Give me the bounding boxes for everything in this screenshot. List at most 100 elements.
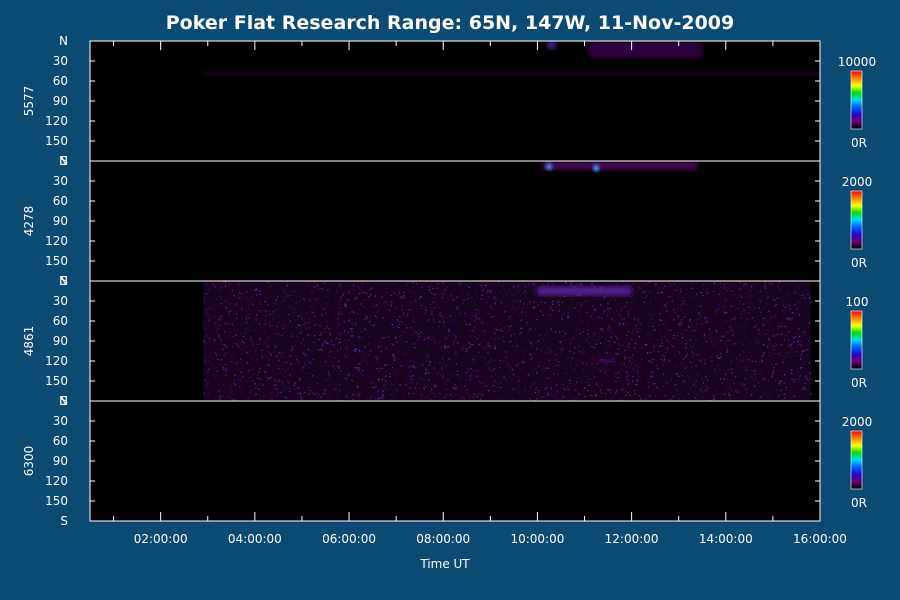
noise-pixel [442, 291, 444, 294]
noise-pixel [204, 361, 207, 363]
noise-pixel [419, 399, 421, 401]
noise-pixel [541, 396, 544, 398]
noise-pixel [229, 332, 231, 334]
noise-pixel [494, 338, 496, 340]
noise-pixel [801, 392, 803, 395]
noise-pixel [207, 360, 210, 362]
noise-pixel [774, 353, 776, 355]
noise-pixel [585, 352, 587, 354]
noise-pixel [666, 352, 668, 354]
noise-pixel [681, 375, 683, 377]
noise-pixel [277, 358, 279, 360]
noise-pixel [750, 285, 753, 288]
noise-pixel [658, 388, 660, 390]
noise-pixel [396, 341, 398, 343]
noise-pixel [629, 367, 631, 369]
noise-pixel [620, 308, 622, 310]
noise-pixel [758, 329, 760, 331]
noise-pixel [610, 336, 612, 338]
noise-pixel [501, 389, 503, 391]
noise-pixel [704, 317, 706, 320]
noise-pixel [478, 351, 480, 353]
noise-pixel [744, 335, 746, 337]
noise-pixel [231, 324, 234, 326]
noise-pixel [634, 365, 636, 367]
noise-pixel [569, 379, 571, 381]
noise-pixel [487, 370, 489, 372]
noise-pixel [384, 337, 386, 339]
noise-pixel [298, 387, 300, 389]
noise-pixel [274, 388, 276, 390]
noise-pixel [794, 303, 796, 306]
noise-pixel [215, 304, 217, 306]
noise-pixel [737, 307, 739, 309]
noise-pixel [721, 382, 723, 384]
noise-pixel [677, 286, 679, 288]
noise-pixel [606, 316, 608, 318]
noise-pixel [412, 392, 414, 394]
panel-label: 4278 [22, 206, 36, 237]
noise-pixel [777, 286, 779, 288]
noise-pixel [348, 292, 350, 294]
noise-pixel [263, 343, 265, 345]
noise-pixel [679, 304, 682, 306]
noise-pixel [516, 345, 518, 347]
noise-pixel [565, 368, 567, 370]
noise-pixel [218, 334, 220, 336]
noise-pixel [725, 300, 727, 302]
noise-pixel [431, 332, 433, 334]
noise-pixel [669, 296, 671, 298]
noise-pixel [282, 327, 284, 329]
noise-pixel [591, 372, 593, 374]
noise-pixel [449, 315, 451, 317]
noise-pixel [650, 383, 652, 385]
noise-pixel [421, 395, 423, 397]
noise-pixel [472, 359, 474, 361]
noise-pixel [488, 345, 490, 347]
noise-pixel [745, 369, 747, 371]
noise-pixel [378, 346, 380, 349]
noise-pixel [255, 319, 258, 321]
noise-pixel [768, 380, 770, 382]
noise-pixel [509, 341, 511, 343]
noise-pixel [785, 351, 787, 354]
noise-pixel [531, 357, 533, 359]
noise-pixel [267, 281, 269, 283]
noise-pixel [365, 333, 367, 335]
noise-pixel [533, 302, 535, 304]
noise-pixel [324, 341, 326, 343]
noise-pixel [783, 374, 786, 376]
noise-pixel [405, 317, 407, 319]
noise-pixel [458, 283, 460, 285]
noise-pixel [403, 353, 405, 355]
noise-pixel [618, 323, 621, 325]
noise-pixel [266, 377, 269, 379]
noise-pixel [561, 318, 563, 320]
noise-pixel [262, 384, 264, 386]
noise-pixel [597, 353, 599, 355]
noise-pixel [595, 394, 597, 396]
noise-pixel [624, 358, 626, 360]
noise-pixel [678, 324, 680, 327]
noise-pixel [390, 294, 392, 297]
noise-pixel [248, 363, 251, 365]
noise-pixel [761, 359, 763, 361]
noise-pixel [610, 308, 612, 310]
noise-pixel [300, 343, 302, 345]
noise-pixel [472, 315, 474, 317]
noise-pixel [723, 341, 725, 343]
noise-pixel [408, 366, 410, 368]
noise-pixel [768, 354, 770, 356]
noise-pixel [405, 341, 408, 343]
noise-pixel [661, 339, 663, 341]
noise-pixel [491, 325, 493, 327]
noise-pixel [444, 326, 446, 328]
noise-pixel [392, 355, 394, 357]
noise-pixel [564, 339, 566, 341]
noise-pixel [241, 353, 243, 355]
noise-pixel [654, 285, 656, 287]
noise-pixel [514, 308, 516, 310]
noise-pixel [301, 318, 303, 320]
noise-pixel [265, 316, 267, 318]
noise-pixel [294, 382, 296, 384]
